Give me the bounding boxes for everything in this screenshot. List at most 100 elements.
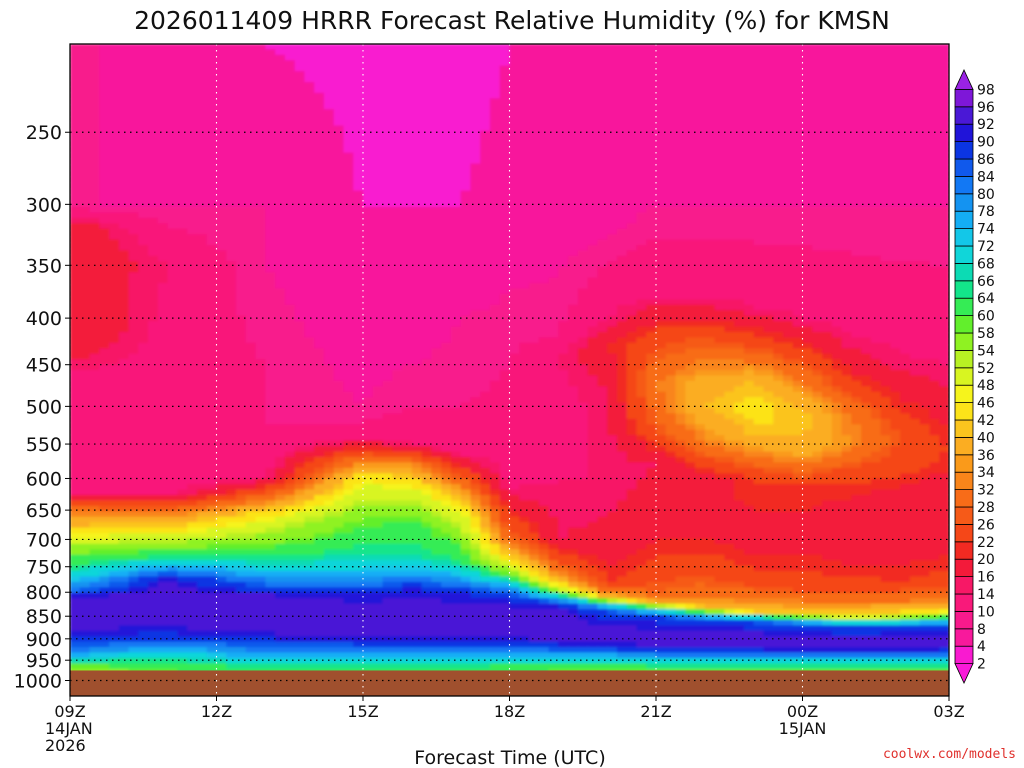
- rh-cell: [812, 277, 823, 284]
- rh-cell: [616, 331, 628, 338]
- rh-cell: [128, 103, 139, 110]
- rh-cell: [656, 82, 667, 89]
- rh-cell: [304, 331, 315, 338]
- rh-cell: [646, 147, 657, 154]
- rh-cell: [236, 326, 247, 333]
- rh-cell: [841, 223, 852, 230]
- rh-cell: [734, 245, 745, 252]
- rh-cell: [665, 185, 677, 192]
- rh-cell: [314, 82, 325, 89]
- rh-cell: [70, 65, 81, 72]
- rh-cell: [118, 163, 130, 170]
- rh-cell: [695, 103, 706, 110]
- rh-cell: [402, 87, 413, 94]
- rh-cell: [89, 277, 100, 284]
- rh-cell: [470, 44, 481, 51]
- rh-cell: [372, 174, 384, 181]
- rh-cell: [675, 49, 686, 56]
- rh-cell: [489, 49, 501, 56]
- rh-cell: [353, 326, 364, 333]
- rh-cell: [128, 223, 139, 230]
- rh-cell: [665, 109, 677, 116]
- rh-cell: [323, 152, 335, 159]
- rh-cell: [792, 163, 804, 170]
- rh-cell: [616, 158, 628, 165]
- rh-cell: [109, 103, 120, 110]
- rh-cell: [538, 168, 550, 175]
- rh-cell: [236, 130, 247, 137]
- rh-cell: [411, 168, 423, 175]
- rh-cell: [372, 44, 384, 51]
- rh-cell: [431, 304, 442, 311]
- rh-cell: [841, 196, 852, 203]
- rh-cell: [812, 174, 823, 181]
- rh-cell: [939, 49, 949, 56]
- rh-cell: [99, 196, 110, 203]
- rh-cell: [353, 168, 364, 175]
- rh-cell: [861, 196, 872, 203]
- rh-cell: [460, 310, 472, 317]
- rh-cell: [167, 49, 179, 56]
- rh-cell: [568, 288, 579, 295]
- rh-cell: [109, 277, 120, 284]
- rh-cell: [704, 54, 716, 61]
- rh-cell: [236, 65, 247, 72]
- rh-cell: [763, 283, 774, 290]
- rh-cell: [900, 304, 911, 311]
- rh-cell: [138, 174, 149, 181]
- rh-cell: [450, 272, 462, 279]
- rh-cell: [265, 223, 276, 230]
- rh-cell: [167, 168, 179, 175]
- rh-cell: [548, 217, 559, 224]
- rh-cell: [831, 82, 843, 89]
- rh-cell: [333, 304, 345, 311]
- rh-cell: [509, 239, 520, 246]
- rh-cell: [294, 114, 305, 121]
- rh-cell: [372, 109, 384, 116]
- rh-cell: [909, 288, 921, 295]
- rh-cell: [382, 152, 393, 159]
- rh-cell: [79, 266, 91, 273]
- rh-cell: [128, 337, 139, 344]
- rh-cell: [773, 196, 784, 203]
- rh-cell: [538, 60, 550, 67]
- rh-cell: [577, 168, 589, 175]
- rh-cell: [499, 60, 511, 67]
- rh-cell: [675, 98, 686, 105]
- rh-cell: [675, 272, 686, 279]
- rh-cell: [919, 103, 931, 110]
- rh-cell: [822, 207, 833, 214]
- rh-cell: [597, 179, 608, 186]
- rh-cell: [70, 266, 81, 273]
- rh-cell: [441, 342, 452, 349]
- rh-cell: [363, 272, 374, 279]
- rh-cell: [236, 315, 247, 322]
- rh-cell: [118, 98, 130, 105]
- rh-cell: [431, 299, 442, 306]
- rh-cell: [128, 168, 139, 175]
- rh-cell: [372, 185, 384, 192]
- rh-cell: [919, 163, 931, 170]
- rh-cell: [275, 82, 286, 89]
- rh-cell: [900, 92, 911, 99]
- rh-cell: [763, 261, 774, 268]
- rh-cell: [323, 174, 335, 181]
- rh-cell: [577, 98, 589, 105]
- rh-cell: [538, 283, 550, 290]
- rh-cell: [695, 272, 706, 279]
- rh-cell: [431, 179, 442, 186]
- rh-cell: [138, 331, 149, 338]
- rh-cell: [148, 158, 159, 165]
- rh-cell: [890, 92, 901, 99]
- rh-cell: [880, 337, 891, 344]
- rh-cell: [372, 239, 384, 246]
- rh-cell: [499, 174, 511, 181]
- rh-cell: [441, 337, 452, 344]
- rh-cell: [529, 185, 540, 192]
- rh-cell: [382, 158, 393, 165]
- rh-cell: [226, 331, 237, 338]
- rh-cell: [294, 261, 305, 268]
- rh-cell: [792, 168, 804, 175]
- rh-cell: [538, 71, 550, 78]
- rh-cell: [157, 60, 169, 67]
